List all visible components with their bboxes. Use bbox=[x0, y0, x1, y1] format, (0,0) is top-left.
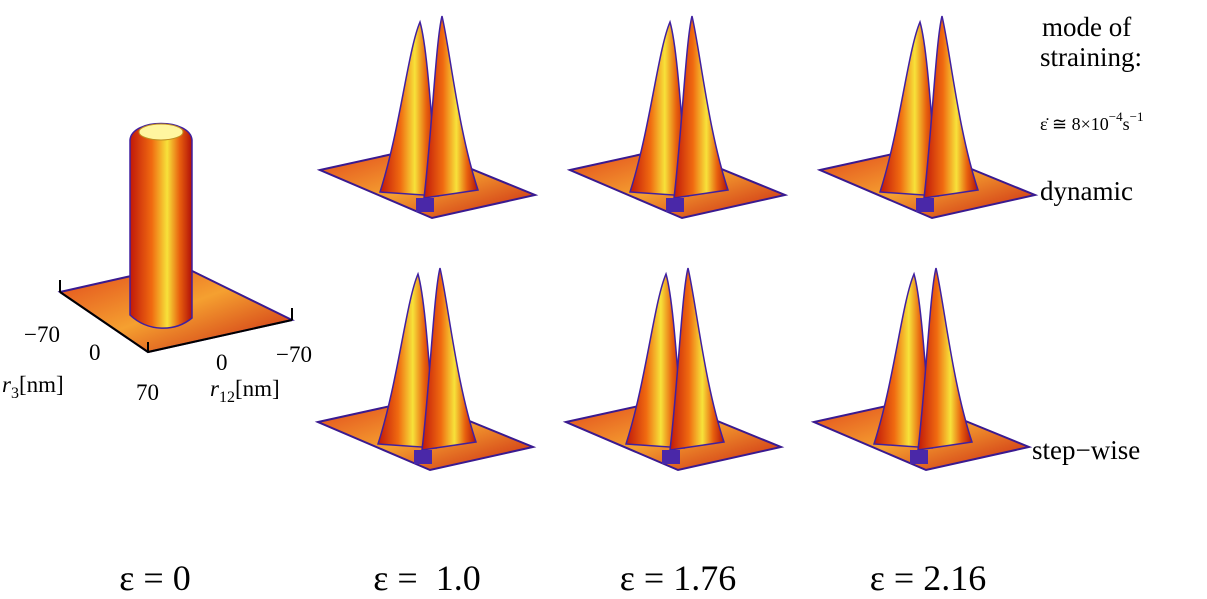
caption: ε = 0 bbox=[119, 558, 190, 598]
strain-rate: ε̇ ≅ 8×10−4s−1 bbox=[1040, 109, 1144, 134]
row-label: step−wise bbox=[1032, 435, 1140, 465]
surface-dynamic bbox=[819, 15, 1036, 219]
surface-stepwise bbox=[565, 267, 782, 471]
tick-label: −70 bbox=[276, 342, 312, 367]
axis-label: r12[nm] bbox=[210, 376, 280, 406]
legend-title: mode of bbox=[1042, 12, 1131, 42]
surface-stepwise bbox=[813, 267, 1030, 471]
axis-label: r3[nm] bbox=[2, 372, 64, 402]
caption: ε = 2.16 bbox=[870, 558, 986, 598]
caption: ε = 1.0 bbox=[373, 558, 480, 598]
surface-dynamic bbox=[569, 15, 786, 219]
tick-label: 0 bbox=[89, 340, 101, 365]
legend-title: straining: bbox=[1040, 42, 1142, 72]
surface-stepwise bbox=[317, 267, 534, 471]
tick-label: 0 bbox=[216, 350, 228, 375]
surface-initial bbox=[57, 122, 295, 354]
axes bbox=[59, 280, 293, 354]
surface-dynamic bbox=[319, 15, 536, 219]
caption: ε = 1.76 bbox=[620, 558, 736, 598]
tick-label: −70 bbox=[24, 322, 60, 347]
row-label: dynamic bbox=[1040, 176, 1133, 206]
tick-label: 70 bbox=[136, 380, 159, 405]
